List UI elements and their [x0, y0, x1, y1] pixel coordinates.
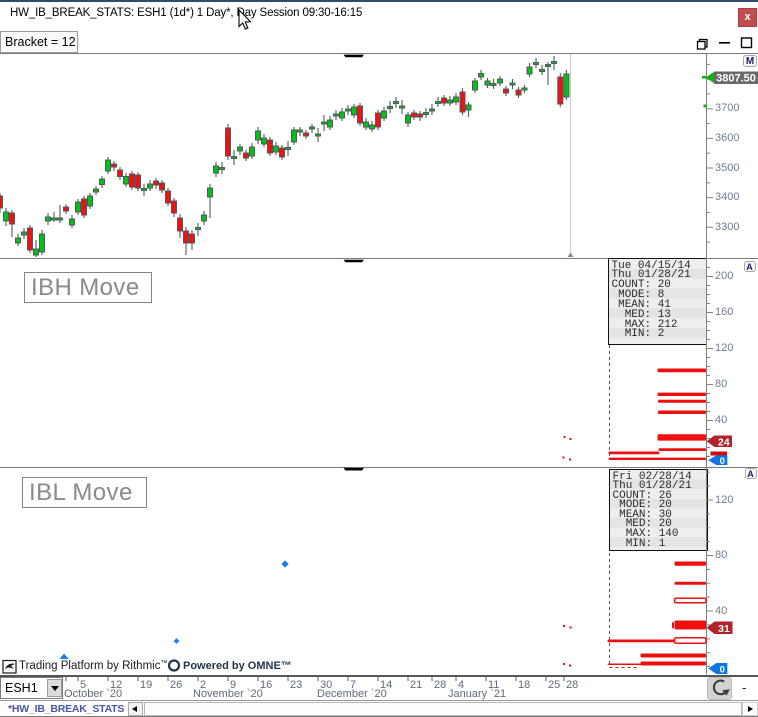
svg-text:0: 0	[720, 456, 725, 467]
svg-text:0: 0	[720, 665, 725, 676]
svg-text:31: 31	[718, 623, 730, 635]
svg-text:3807.50: 3807.50	[716, 73, 756, 85]
svg-text:24: 24	[718, 436, 730, 448]
